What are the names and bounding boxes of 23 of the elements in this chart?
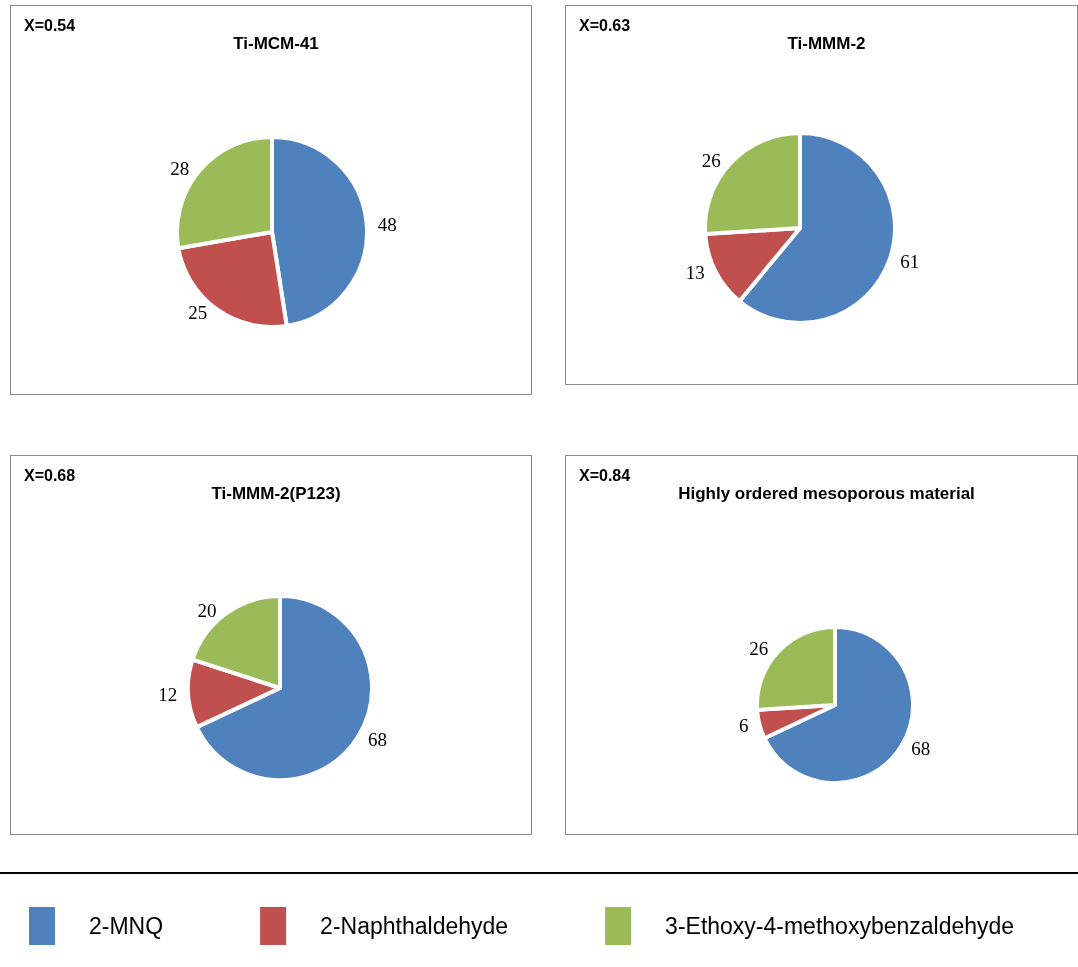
legend-label: 2-MNQ — [89, 913, 164, 939]
slice-label: Highly ordered mesoporous material — [678, 483, 975, 503]
data-label: 26 — [749, 638, 769, 660]
text: X=0.68 — [24, 466, 76, 484]
data-label: 61 — [900, 251, 920, 273]
data-label: 12 — [158, 683, 178, 705]
slice-label: Ti-MMM-2(P123) — [211, 483, 341, 503]
text: X=0.63 — [579, 16, 631, 34]
data-label: 68 — [368, 728, 388, 750]
data-label: 68 — [911, 738, 931, 760]
slice-label: Ti-MMM-2 — [787, 33, 866, 53]
data-label: 13 — [685, 262, 705, 284]
data-label: 48 — [377, 213, 397, 235]
text: X=0.84 — [579, 466, 631, 484]
data-label: 25 — [188, 301, 208, 323]
data-label: 26 — [701, 149, 721, 171]
slice-label: Ti-MCM-41 — [233, 33, 319, 53]
text: X=0.54 — [24, 16, 76, 34]
legend-label: 2-Naphthaldehyde — [320, 913, 509, 939]
data-label: 20 — [197, 599, 217, 621]
legend-label: 3-Ethoxy-4-methoxybenzaldehyde — [665, 913, 1015, 939]
data-label: 28 — [170, 157, 190, 179]
data-label: 6 — [739, 714, 749, 736]
